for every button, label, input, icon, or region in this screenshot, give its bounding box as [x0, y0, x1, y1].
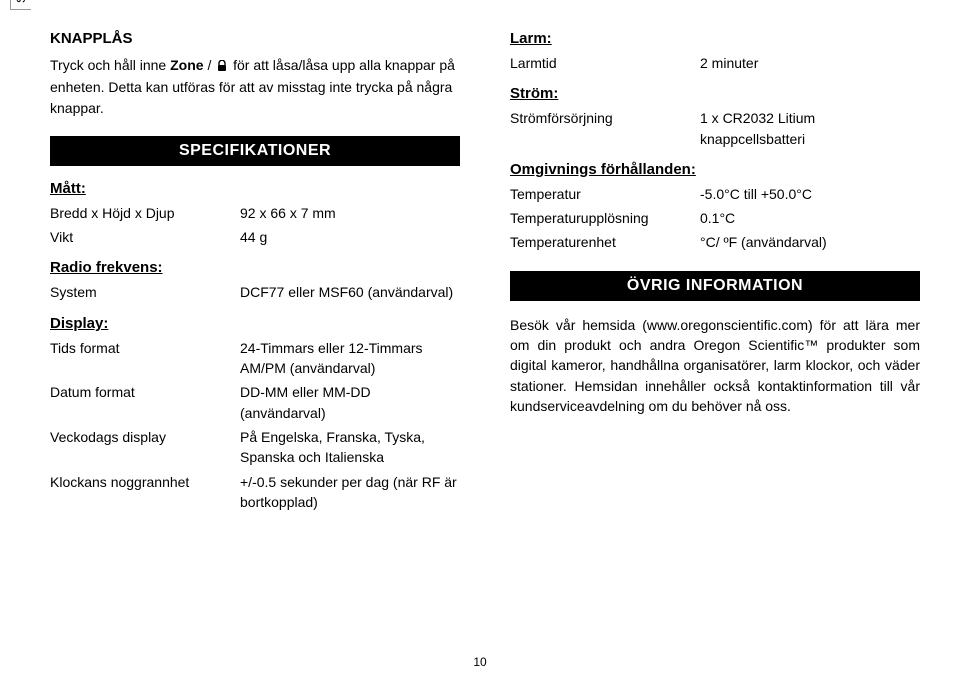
spec-row: Datum format DD-MM eller MM-DD (användar… [50, 382, 460, 423]
spec-group: Mått: Bredd x Höjd x Djup 92 x 66 x 7 mm… [50, 180, 460, 248]
language-tab: SWE [10, 0, 31, 10]
spec-value: 44 g [240, 227, 460, 247]
spec-row: Vikt 44 g [50, 227, 460, 247]
section-title-knapplas: KNAPPLÅS [50, 30, 460, 47]
spec-label: Strömförsörjning [510, 108, 700, 149]
spec-row: Strömförsörjning 1 x CR2032 Litium knapp… [510, 108, 920, 149]
spec-value: +/-0.5 sekunder per dag (när RF är bortk… [240, 472, 460, 513]
group-title: Omgivnings förhållanden: [510, 161, 920, 178]
spec-value: 0.1°C [700, 208, 920, 228]
spec-group: Larm: Larmtid 2 minuter [510, 30, 920, 73]
banner-specifikationer: SPECIFIKATIONER [50, 136, 460, 166]
spec-group: Radio frekvens: System DCF77 eller MSF60… [50, 259, 460, 302]
right-column: Larm: Larmtid 2 minuter Ström: Strömförs… [510, 30, 920, 516]
spec-row: Klockans noggrannhet +/-0.5 sekunder per… [50, 472, 460, 513]
column-layout: KNAPPLÅS Tryck och håll inne Zone / för … [50, 30, 920, 516]
other-info-paragraph: Besök vår hemsida (www.oregonscientific.… [510, 315, 920, 416]
spec-value: DD-MM eller MM-DD (användarval) [240, 382, 460, 423]
group-title: Ström: [510, 85, 920, 102]
group-title: Display: [50, 315, 460, 332]
spec-value: 1 x CR2032 Litium knappcellsbatteri [700, 108, 920, 149]
spec-value: 2 minuter [700, 53, 920, 73]
spec-group: Ström: Strömförsörjning 1 x CR2032 Litiu… [510, 85, 920, 149]
spec-label: Temperatur [510, 184, 700, 204]
spec-row: Tids format 24-Timmars eller 12-Timmars … [50, 338, 460, 379]
spec-label: System [50, 282, 240, 302]
spec-label: Vikt [50, 227, 240, 247]
spec-label: Klockans noggrannhet [50, 472, 240, 513]
text-mid: / [207, 57, 215, 73]
spec-row: Bredd x Höjd x Djup 92 x 66 x 7 mm [50, 203, 460, 223]
spec-label: Datum format [50, 382, 240, 423]
banner-other-info: ÖVRIG INFORMATION [510, 271, 920, 301]
spec-row: Temperaturenhet °C/ ºF (användarval) [510, 232, 920, 252]
knapplas-paragraph: Tryck och håll inne Zone / för att låsa/… [50, 55, 460, 118]
page: SWE KNAPPLÅS Tryck och håll inne Zone / … [0, 0, 960, 684]
spec-label: Temperaturupplösning [510, 208, 700, 228]
spec-label: Bredd x Höjd x Djup [50, 203, 240, 223]
spec-value: 24-Timmars eller 12-Timmars AM/PM (använ… [240, 338, 460, 379]
lock-icon [217, 57, 227, 77]
spec-value: På Engelska, Franska, Tyska, Spanska och… [240, 427, 460, 468]
left-column: KNAPPLÅS Tryck och håll inne Zone / för … [50, 30, 460, 516]
spec-group: Omgivnings förhållanden: Temperatur -5.0… [510, 161, 920, 253]
spec-group: Display: Tids format 24-Timmars eller 12… [50, 315, 460, 512]
group-title: Mått: [50, 180, 460, 197]
spec-label: Veckodags display [50, 427, 240, 468]
zone-label: Zone [170, 57, 203, 73]
spec-value: 92 x 66 x 7 mm [240, 203, 460, 223]
spec-value: °C/ ºF (användarval) [700, 232, 920, 252]
spec-value: DCF77 eller MSF60 (användarval) [240, 282, 460, 302]
text-pre: Tryck och håll inne [50, 57, 170, 73]
spec-row: Temperatur -5.0°C till +50.0°C [510, 184, 920, 204]
spec-row: System DCF77 eller MSF60 (användarval) [50, 282, 460, 302]
spec-row: Temperaturupplösning 0.1°C [510, 208, 920, 228]
spec-label: Larmtid [510, 53, 700, 73]
spec-row: Veckodags display På Engelska, Franska, … [50, 427, 460, 468]
spec-row: Larmtid 2 minuter [510, 53, 920, 73]
group-title: Radio frekvens: [50, 259, 460, 276]
spec-value: -5.0°C till +50.0°C [700, 184, 920, 204]
spec-label: Tids format [50, 338, 240, 379]
page-number: 10 [0, 655, 960, 669]
group-title: Larm: [510, 30, 920, 47]
spec-label: Temperaturenhet [510, 232, 700, 252]
